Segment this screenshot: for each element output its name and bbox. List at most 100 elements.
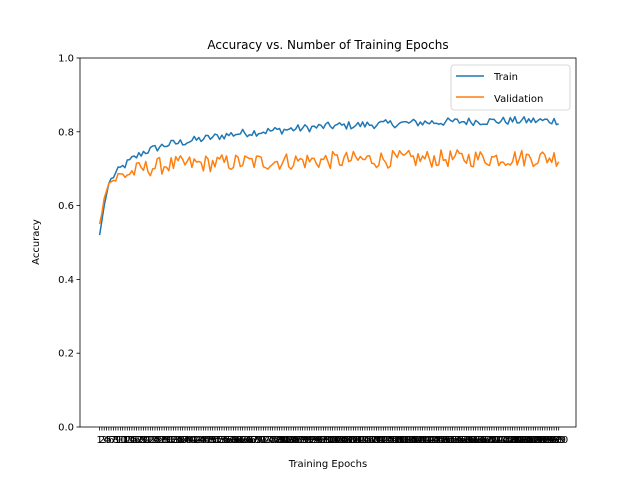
- x-tick-label: 101: [321, 435, 340, 446]
- x-tick-label: 106: [332, 435, 351, 446]
- x-tick-label: 116: [355, 435, 374, 446]
- x-tick-label: 10: [114, 435, 127, 446]
- x-tick-label: 146: [425, 435, 444, 446]
- x-tick-label: 193: [533, 435, 552, 446]
- series-layer: [98, 115, 560, 236]
- x-tick-label: 111: [344, 435, 363, 446]
- x-tick-label: 50: [206, 435, 219, 446]
- x-tick-label: 43: [190, 435, 203, 446]
- x-tick-label: 56: [220, 435, 233, 446]
- x-tick-label: 120: [365, 435, 384, 446]
- x-tick-label: 41: [186, 435, 199, 446]
- x-tick-label: 90: [299, 435, 312, 446]
- y-tick-label: 0.2: [58, 349, 74, 360]
- x-tick-label: 176: [494, 435, 513, 446]
- x-tick-label: 85: [287, 435, 300, 446]
- x-tick-label: 32: [165, 435, 178, 446]
- x-tick-label: 33: [167, 435, 180, 446]
- x-tick-label: 87: [292, 435, 305, 446]
- plot-area: [79, 57, 577, 428]
- x-tick-label: 46: [197, 435, 210, 446]
- x-tick-label: 89: [296, 435, 309, 446]
- x-tick-label: 83: [282, 435, 295, 446]
- x-tick-label: 180: [503, 435, 522, 446]
- x-tick-label: 128: [383, 435, 402, 446]
- x-tick-label: 100: [318, 435, 337, 446]
- x-tick-label: 144: [420, 435, 439, 446]
- x-tick-label: 19: [135, 435, 148, 446]
- x-tick-label: 184: [512, 435, 531, 446]
- x-tick-label: 139: [408, 435, 427, 446]
- x-tick-label: 125: [376, 435, 395, 446]
- x-tick-label: 4: [103, 435, 109, 446]
- x-tick-label: 38: [179, 435, 192, 446]
- y-axis-label: Accuracy: [31, 219, 42, 265]
- x-tick-label: 57: [222, 435, 235, 446]
- x-tick-label: 121: [367, 435, 386, 446]
- x-tick-labels: 1234567891011121314151617181920212223242…: [96, 435, 568, 446]
- x-tick-label: 74: [262, 435, 275, 446]
- x-tick-label: 113: [348, 435, 367, 446]
- x-tick-label: 132: [392, 435, 411, 446]
- x-tick-label: 123: [372, 435, 391, 446]
- x-tick-label: 109: [339, 435, 358, 446]
- x-tick-label: 47: [199, 435, 212, 446]
- x-tick-label: 82: [280, 435, 293, 446]
- x-tick-label: 198: [545, 435, 564, 446]
- x-tick-label: 42: [188, 435, 201, 446]
- x-tick-label: 63: [236, 435, 249, 446]
- x-tick-label: 65: [241, 435, 254, 446]
- x-tick-label: 68: [248, 435, 261, 446]
- legend-label-validation: Validation: [494, 94, 543, 105]
- x-tick-label: 110: [342, 435, 361, 446]
- y-tick-label: 0.8: [58, 127, 74, 138]
- x-tick-label: 72: [257, 435, 270, 446]
- x-tick-label: 157: [450, 435, 469, 446]
- x-tick-label: 76: [266, 435, 279, 446]
- x-tick-label: 77: [269, 435, 282, 446]
- x-tick-label: 94: [308, 435, 321, 446]
- x-tick-label: 140: [411, 435, 430, 446]
- x-tick-label: 14: [123, 435, 136, 446]
- y-axis: 0.0 0.2 0.4 0.6 0.8 1.0: [58, 54, 80, 434]
- x-tick-label: 70: [252, 435, 265, 446]
- x-tick-label: 18: [132, 435, 145, 446]
- x-tick-label: 118: [360, 435, 379, 446]
- x-tick-label: 155: [445, 435, 464, 446]
- x-tick-label: 114: [351, 435, 370, 446]
- x-tick-label: 49: [204, 435, 217, 446]
- x-tick-label: 189: [524, 435, 543, 446]
- x-tick-label: 37: [176, 435, 189, 446]
- x-tick-label: 27: [153, 435, 166, 446]
- legend: Train Validation: [450, 64, 571, 111]
- x-tick-label: 173: [487, 435, 506, 446]
- x-tick-label: 88: [294, 435, 307, 446]
- y-tick-label: 0.6: [58, 201, 74, 212]
- x-axis: 1234567891011121314151617181920212223242…: [96, 427, 568, 446]
- x-tick-label: 69: [250, 435, 263, 446]
- x-tick-label: 54: [216, 435, 229, 446]
- x-tick-label: 2: [99, 435, 105, 446]
- x-tick-label: 150: [434, 435, 453, 446]
- series-line-train: [98, 115, 559, 236]
- x-tick-label: 39: [181, 435, 194, 446]
- x-tick-label: 5: [106, 435, 112, 446]
- x-tick-label: 93: [305, 435, 318, 446]
- x-tick-label: 45: [195, 435, 208, 446]
- x-tick-label: 73: [259, 435, 272, 446]
- x-tick-label: 200: [549, 435, 568, 446]
- x-tick-label: 168: [475, 435, 494, 446]
- x-tick-label: 185: [515, 435, 534, 446]
- x-tick-label: 187: [519, 435, 538, 446]
- x-tick-label: 166: [471, 435, 490, 446]
- x-tick-label: 40: [183, 435, 196, 446]
- x-tick-label: 188: [521, 435, 540, 446]
- y-tick-label: 0.4: [58, 275, 74, 286]
- x-tick-label: 153: [441, 435, 460, 446]
- x-tick-label: 158: [452, 435, 471, 446]
- x-tick-label: 170: [480, 435, 499, 446]
- x-tick-label: 53: [213, 435, 226, 446]
- x-tick-label: 26: [151, 435, 164, 446]
- x-tick-label: 196: [540, 435, 559, 446]
- x-tick-label: 148: [429, 435, 448, 446]
